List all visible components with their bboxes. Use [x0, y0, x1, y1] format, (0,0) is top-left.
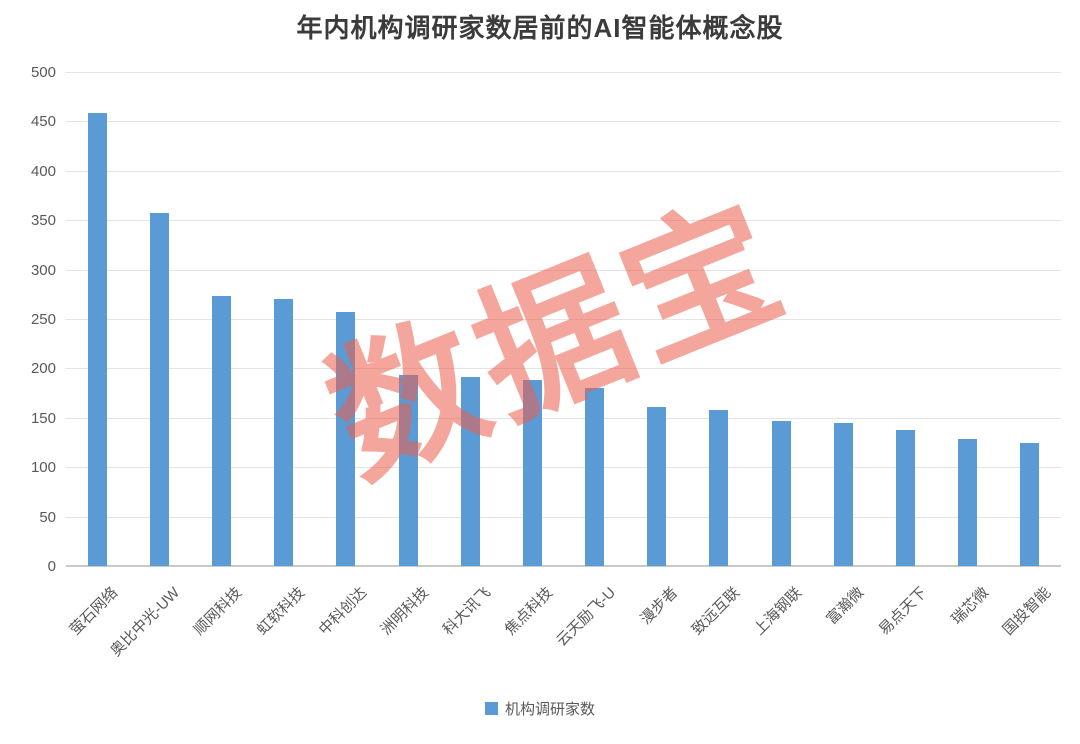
y-tick-label: 250	[30, 311, 56, 328]
y-tick-label: 150	[30, 409, 56, 427]
x-axis-label: 萤石网络	[66, 584, 122, 639]
x-axis-label: 云天励飞-U	[553, 584, 619, 650]
y-tick-label: 0	[47, 558, 56, 575]
chart-title: 年内机构调研家数居前的AI智能体概念股	[296, 13, 784, 43]
bar	[771, 420, 791, 566]
watermark: 数据宝	[306, 172, 809, 507]
y-tick-label: 50	[39, 508, 56, 526]
bar	[149, 213, 169, 566]
bar	[274, 299, 294, 566]
x-axis-label: 漫步者	[637, 584, 681, 628]
y-tick-label: 350	[30, 212, 56, 230]
bar	[211, 296, 231, 566]
x-axis-label: 虹软科技	[253, 584, 308, 639]
gridline	[66, 220, 1061, 222]
bar	[585, 388, 605, 566]
bar	[522, 380, 542, 566]
x-axis-label: 洲明科技	[377, 584, 433, 639]
x-axis-label: 科大讯飞	[439, 584, 495, 639]
legend: 机构调研家数	[0, 698, 1080, 719]
bar	[460, 377, 480, 566]
bar	[87, 112, 107, 566]
x-axis-label: 上海钢联	[750, 584, 806, 639]
bar	[1020, 443, 1040, 566]
x-axis-label: 瑞芯微	[948, 584, 992, 628]
gridline	[66, 516, 1061, 518]
x-axis-label: 致远互联	[688, 584, 744, 639]
gridline	[66, 565, 1061, 567]
legend-swatch-icon	[484, 702, 498, 715]
gridline	[66, 319, 1061, 320]
y-tick-label: 500	[30, 64, 56, 81]
y-tick-label: 450	[30, 113, 56, 131]
gridline	[66, 72, 1061, 73]
x-axis-label: 焦点科技	[502, 584, 557, 639]
x-axis-label: 中科创达	[315, 584, 370, 639]
y-tick-label: 400	[30, 162, 56, 180]
x-axis-label: 国投智能	[999, 584, 1055, 639]
bar	[958, 438, 978, 566]
gridline	[66, 467, 1061, 469]
bar	[709, 409, 729, 566]
gridline	[66, 269, 1061, 271]
bar	[647, 406, 667, 566]
bar	[896, 429, 916, 566]
bar	[398, 375, 418, 566]
y-tick-label: 200	[30, 360, 56, 378]
gridline	[66, 121, 1061, 123]
y-tick-label: 300	[30, 261, 56, 279]
y-tick-label: 100	[30, 459, 56, 477]
legend-label: 机构调研家数	[504, 701, 595, 718]
x-axis-label: 富瀚微	[823, 584, 868, 628]
gridline	[66, 417, 1061, 419]
x-axis-label: 易点天下	[875, 584, 930, 639]
gridline	[66, 170, 1061, 172]
bar	[833, 422, 853, 566]
gridline	[66, 368, 1061, 370]
bar	[336, 312, 356, 566]
x-axis-label: 顺网科技	[191, 584, 246, 639]
